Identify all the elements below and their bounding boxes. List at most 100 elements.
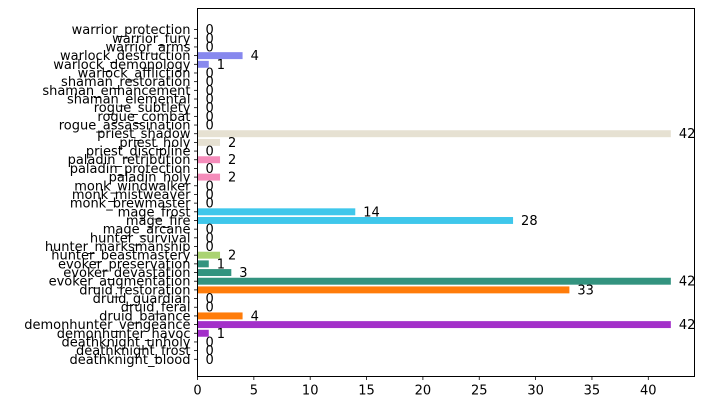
y-tick-label: priest_shadow: [97, 127, 191, 142]
y-tick-label: monk_brewmaster: [70, 197, 191, 212]
data-label: 0: [206, 110, 214, 125]
y-tick-label: druid_guardian: [93, 292, 191, 307]
data-label: 0: [206, 84, 214, 99]
x-tick-label: 35: [584, 384, 601, 399]
y-tick-labels-group: deathknight_blooddeathknight_frostdeathk…: [24, 23, 191, 368]
plot-frame: [197, 8, 695, 377]
data-label: 0: [206, 101, 214, 116]
y-tick-label: druid_feral: [121, 301, 191, 316]
y-tick-label: deathknight_unholy: [62, 335, 191, 350]
bar-paladin_holy: [197, 173, 221, 181]
data-label: 2: [228, 136, 236, 151]
data-label: 0: [206, 223, 214, 238]
data-label: 28: [521, 214, 538, 229]
data-label: 0: [206, 292, 214, 307]
data-label: 42: [679, 275, 696, 290]
y-tick-label: rogue_assassination: [59, 119, 191, 134]
bar-evoker_devastation: [197, 269, 232, 277]
bar-demonhunter_vengeance: [197, 321, 671, 329]
data-label: 4: [251, 49, 259, 64]
bar-priest_shadow: [197, 130, 671, 138]
data-label: 2: [228, 153, 236, 168]
y-tick-label: druid_balance: [99, 309, 190, 324]
y-tick-label: demonhunter_vengeance: [24, 318, 190, 333]
y-tick-label: warlock_destruction: [60, 49, 190, 64]
data-label: 0: [206, 344, 214, 359]
data-label: 0: [206, 23, 214, 38]
data-label: 0: [206, 197, 214, 212]
bar-mage_frost: [197, 208, 356, 216]
y-tick-label: hunter_beastmastery: [51, 249, 191, 264]
data-label: 42: [679, 127, 696, 142]
y-tick-label: rogue_combat: [97, 110, 190, 125]
data-label: 0: [206, 353, 214, 368]
y-tick-label: druid_restoration: [79, 283, 190, 298]
data-label: 0: [206, 145, 214, 160]
data-label: 4: [251, 309, 259, 324]
bar-druid_restoration: [197, 286, 570, 294]
bar-mage_fire: [197, 217, 514, 224]
y-tick-label: hunter_survival: [90, 231, 191, 246]
y-tick-label: demonhunter_havoc: [57, 327, 191, 342]
data-label: 0: [206, 301, 214, 316]
y-tick-label: mage_arcane: [103, 223, 191, 238]
bar-evoker_preservation: [197, 260, 209, 268]
y-tick-label: evoker_devastation: [63, 266, 190, 281]
y-tick-label: warrior_fury: [112, 32, 191, 47]
bar-warlock_demonology: [197, 60, 209, 68]
data-label: 0: [206, 240, 214, 255]
data-label: 0: [206, 75, 214, 90]
data-label: 3: [239, 266, 247, 281]
y-tick-label: paladin_protection: [70, 162, 191, 177]
y-tick-label: monk_windwalker: [74, 179, 191, 194]
data-label: 1: [217, 257, 225, 272]
y-tick-label: paladin_holy: [109, 171, 191, 186]
y-tick-label: evoker_augmentation: [49, 275, 191, 290]
bar-hunter_beastmastery: [197, 251, 221, 259]
data-label: 2: [228, 171, 236, 186]
data-labels-group: 0001424003342312000281400020202420000000…: [206, 23, 696, 368]
data-label: 0: [206, 162, 214, 177]
x-tick-label: 20: [415, 384, 432, 399]
y-tick-label: hunter_marksmanship: [45, 240, 191, 255]
x-tick-label: 30: [527, 384, 544, 399]
y-tick-label: priest_discipline: [86, 145, 191, 160]
bar-warlock_destruction: [197, 52, 243, 60]
y-tick-label: priest_holy: [119, 136, 190, 151]
data-label: 0: [206, 231, 214, 246]
x-tick-label: 0: [193, 384, 201, 399]
y-tick-label: shaman_elemental: [67, 93, 191, 108]
y-tick-label: paladin_retribution: [68, 153, 191, 168]
data-label: 0: [206, 93, 214, 108]
x-tick-label: 15: [358, 384, 375, 399]
data-label: 42: [679, 318, 696, 333]
y-tick-label: deathknight_blood: [69, 353, 190, 368]
data-label: 14: [363, 205, 380, 220]
y-tick-label: rogue_subtlety: [94, 101, 191, 116]
y-tick-label: warlock_demonology: [53, 58, 191, 73]
x-ticks-group: 0 5 10 15 20 25 30 35 40: [193, 376, 657, 399]
y-tick-label: evoker_preservation: [58, 257, 191, 272]
bar-evoker_augmentation: [197, 277, 671, 285]
y-tick-label: deathknight_frost: [76, 344, 190, 359]
y-tick-label: mage_frost: [118, 205, 191, 220]
bars-group: [197, 52, 671, 337]
data-label: 1: [217, 327, 225, 342]
y-tick-label: shaman_enhancement: [42, 84, 190, 99]
data-label: 0: [206, 32, 214, 47]
y-tick-label: mage_fire: [126, 214, 191, 229]
x-tick-label: 10: [302, 384, 319, 399]
data-label: 1: [217, 58, 225, 73]
data-label: 0: [206, 66, 214, 81]
y-tick-marks-group: [194, 29, 198, 360]
data-label: 0: [206, 179, 214, 194]
y-tick-label: warlock_affliction: [78, 66, 191, 81]
bar-paladin_retribution: [197, 156, 221, 164]
data-label: 0: [206, 119, 214, 134]
data-label: 2: [228, 249, 236, 264]
y-tick-label: warrior_arms: [106, 40, 191, 55]
data-label: 33: [577, 283, 594, 298]
bar-demonhunter_havoc: [197, 329, 209, 337]
